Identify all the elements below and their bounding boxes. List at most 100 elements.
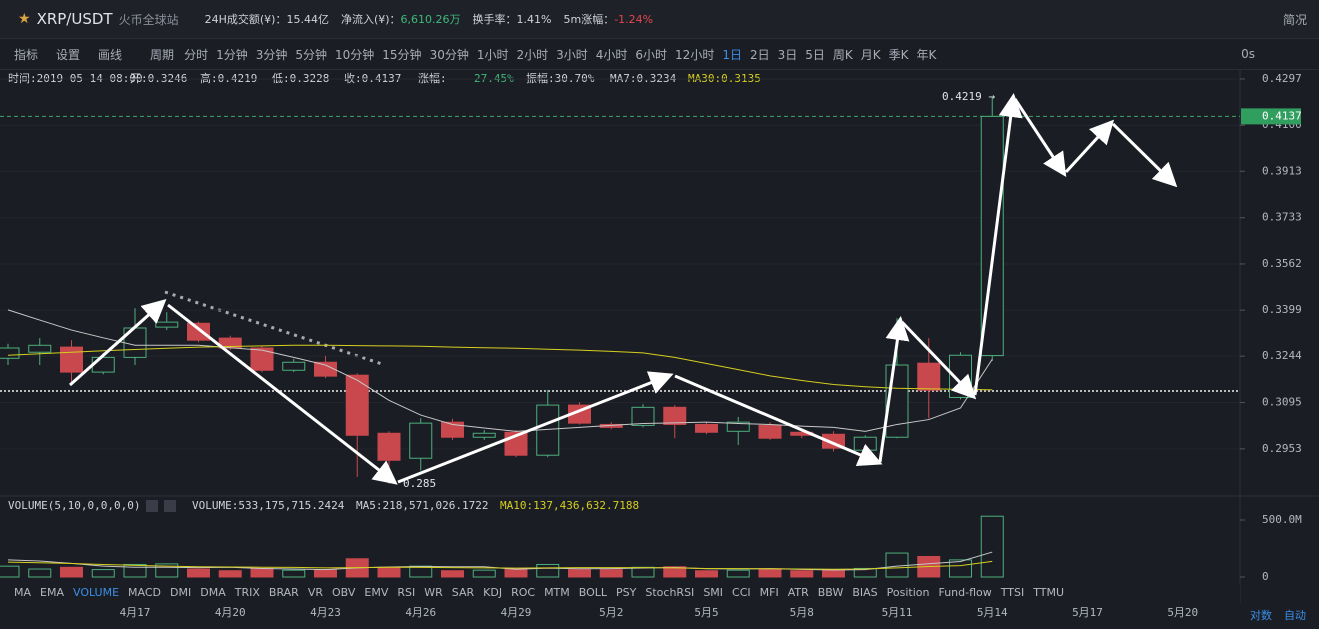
indicator-tab[interactable]: ATR xyxy=(788,586,809,599)
volume-bar xyxy=(758,568,782,578)
indicator-tab[interactable]: KDJ xyxy=(483,586,502,599)
stats: 24H成交额(¥)：15.44亿 净流入(¥)：6,610.26万 换手率：1.41… xyxy=(205,11,666,27)
indicator-tab[interactable]: PSY xyxy=(616,586,637,599)
indicator-tab[interactable]: WR xyxy=(424,586,443,599)
stat-value: 1.41% xyxy=(516,13,552,26)
period[interactable]: 5日 xyxy=(805,47,825,62)
period[interactable]: 3分钟 xyxy=(255,47,288,62)
candle-body xyxy=(155,321,179,328)
indicator-tab[interactable]: EMV xyxy=(364,586,388,599)
y-tick-label: 0.3244 xyxy=(1262,349,1302,362)
indicator-tab[interactable]: MTM xyxy=(544,586,570,599)
indicator-tab[interactable]: MACD xyxy=(128,586,161,599)
stat-value: 15.44亿 xyxy=(286,13,329,26)
period[interactable]: 分时 xyxy=(184,47,209,62)
y-tick-label: 0.3913 xyxy=(1262,164,1302,177)
summary[interactable]: 简况 xyxy=(1282,12,1307,27)
indicator-tab[interactable]: OBV xyxy=(332,586,356,599)
period[interactable]: 15分钟 xyxy=(382,47,422,62)
timer[interactable]: 0s xyxy=(1241,47,1255,61)
period[interactable]: 周K xyxy=(832,47,853,62)
volume-label: VOLUME:533,175,715.2424 xyxy=(192,499,345,512)
footer-button[interactable]: 对数 xyxy=(1250,608,1272,622)
stat-label: 24H成交额(¥)： xyxy=(204,13,287,26)
indicator-tab[interactable]: CCI xyxy=(732,586,751,599)
period[interactable]: 4小时 xyxy=(595,47,628,62)
x-tick-label: 5月20 xyxy=(1167,606,1198,619)
indicator-tab[interactable]: VOLUME xyxy=(73,586,119,599)
candle-body xyxy=(758,424,782,439)
tool[interactable]: 画线 xyxy=(98,47,123,62)
period[interactable]: 月K xyxy=(860,47,881,62)
period[interactable]: 季K xyxy=(888,47,909,62)
period[interactable]: 2小时 xyxy=(516,47,549,62)
indicator-tab[interactable]: VR xyxy=(308,586,324,599)
indicator-tab[interactable]: BIAS xyxy=(852,586,877,599)
indicator-tab[interactable]: TTSI xyxy=(1000,586,1024,599)
last-price-label: 0.4137 xyxy=(1262,109,1302,122)
period-label[interactable]: 周期 xyxy=(150,47,175,62)
x-tick-label: 5月5 xyxy=(694,606,718,619)
stat-label: 净流入(¥)： xyxy=(340,13,401,26)
indicator-tab[interactable]: StochRSI xyxy=(645,586,694,599)
x-tick-label: 5月17 xyxy=(1072,606,1103,619)
indicator-tab[interactable]: Position xyxy=(887,586,930,599)
period[interactable]: 6小时 xyxy=(635,47,668,62)
period[interactable]: 年K xyxy=(916,47,937,62)
indicator-tab[interactable]: EMA xyxy=(40,586,64,599)
exchange: 火币全球站 xyxy=(118,12,179,27)
volume-bar xyxy=(60,566,83,578)
period[interactable]: 1分钟 xyxy=(216,47,248,62)
indicator-tab[interactable]: MFI xyxy=(760,586,779,599)
indicator-tab[interactable]: DMA xyxy=(200,586,226,599)
volume-bar xyxy=(853,567,877,578)
period[interactable]: 3小时 xyxy=(556,47,588,62)
period[interactable]: 12小时 xyxy=(675,47,715,62)
indicator-tab[interactable]: BRAR xyxy=(269,586,299,599)
period[interactable]: 10分钟 xyxy=(335,47,375,62)
indicator-tab[interactable]: Fund-flow xyxy=(938,586,991,599)
pane-icon xyxy=(146,500,158,512)
x-tick-label: 4月20 xyxy=(215,606,246,619)
x-tick-label: 4月23 xyxy=(310,606,341,619)
y-tick-label: 0.2953 xyxy=(1262,442,1302,455)
candle-body xyxy=(409,422,433,459)
indicator-tab[interactable]: MA xyxy=(14,586,31,599)
ma10-line xyxy=(7,560,993,570)
ma7-line xyxy=(7,309,993,432)
period[interactable]: 2日 xyxy=(749,47,770,62)
indicator-tab[interactable]: RSI xyxy=(397,586,415,599)
period[interactable]: 5分钟 xyxy=(295,47,327,62)
stat: 24H成交额(¥)：15.44亿 xyxy=(205,11,329,27)
tool[interactable]: 设置 xyxy=(56,47,81,62)
period[interactable]: 1小时 xyxy=(476,47,509,62)
period[interactable]: 1日 xyxy=(722,47,742,62)
indicator-tab[interactable]: TRIX xyxy=(234,586,261,599)
indicator-tab[interactable]: TTMU xyxy=(1032,586,1064,599)
stat: 5m涨幅：-1.24% xyxy=(563,11,653,27)
volume-label: MA5:218,571,026.1722 xyxy=(356,499,488,512)
indicator-tab[interactable]: DMI xyxy=(170,586,191,599)
volume-bar xyxy=(568,569,591,578)
footer-button[interactable]: 自动 xyxy=(1284,609,1306,622)
y-tick-label: 0.3095 xyxy=(1262,396,1302,409)
period[interactable]: 3日 xyxy=(777,47,798,62)
star-icon[interactable]: ★ xyxy=(18,11,31,27)
volume-bar xyxy=(91,569,115,578)
y-tick-label: 0.3733 xyxy=(1262,211,1302,224)
x-tick-label: 4月26 xyxy=(405,606,436,619)
candle-body xyxy=(91,356,115,373)
candle-body xyxy=(790,431,814,436)
tool[interactable]: 指标 xyxy=(14,47,39,62)
indicator-tab[interactable]: SAR xyxy=(452,586,475,599)
indicator-tab[interactable]: SMI xyxy=(703,586,723,599)
candle-body xyxy=(377,432,401,461)
period[interactable]: 30分钟 xyxy=(429,47,469,62)
volume-bar xyxy=(441,570,464,578)
candle-body xyxy=(695,423,718,433)
indicator-tab[interactable]: BOLL xyxy=(579,586,608,599)
indicator-tab[interactable]: ROC xyxy=(511,586,535,599)
indicator-tab[interactable]: BBW xyxy=(818,586,844,599)
y-tick-label: 500.0M xyxy=(1262,513,1302,526)
